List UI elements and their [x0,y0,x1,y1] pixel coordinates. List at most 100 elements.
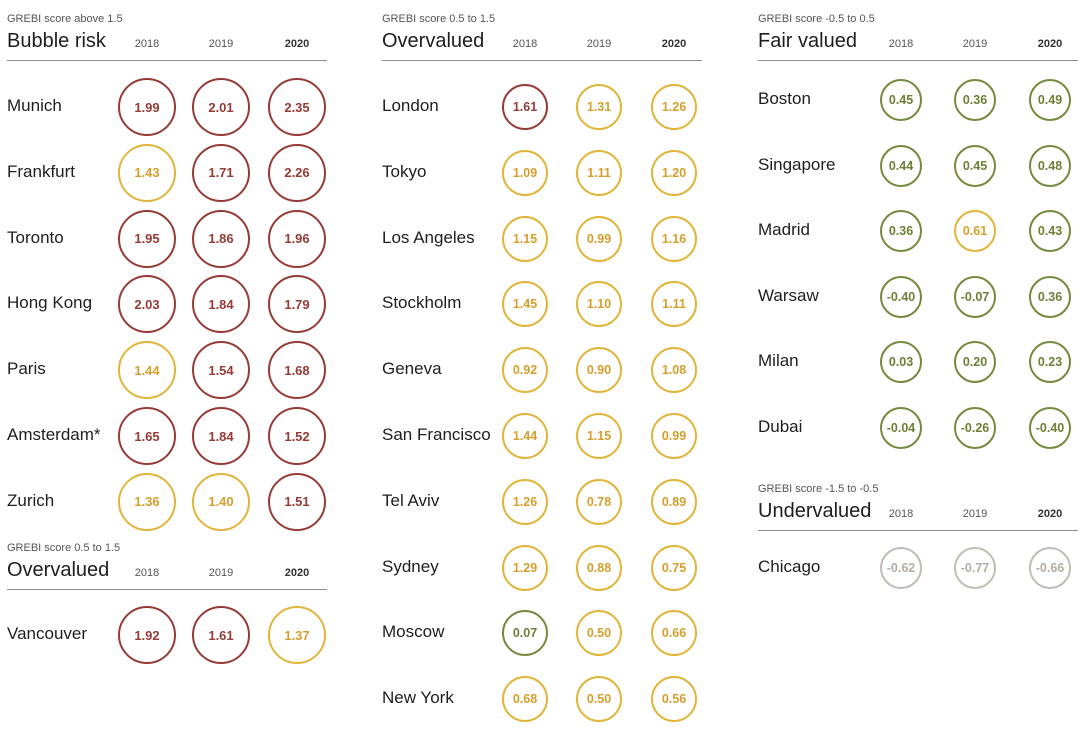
city-name: Vancouver [7,624,88,643]
score-range-label: GREBI score 0.5 to 1.5 [7,542,121,554]
score-bubble-2018: 0.68 [502,676,548,723]
score-bubble-2020: 1.51 [268,472,326,531]
score-bubble-2020: 0.99 [651,413,697,459]
year-header-2019: 2019 [208,567,234,579]
section-header: GREBI score above 1.5 Bubble risk 2018 2019… [7,0,327,62]
score-bubble-2020: 0.56 [651,676,697,723]
city-name: Toronto [7,227,64,247]
score-bubble-2020: 2.35 [268,78,326,136]
score-bubble-2020: 0.66 [651,610,697,657]
score-bubble-2019: 0.90 [576,347,622,394]
score-bubble-2018: 1.15 [502,215,548,262]
score-bubble-2018: 0.07 [502,610,548,657]
score-bubble-2019: 1.71 [192,143,250,202]
score-bubble-2018: 0.45 [880,79,922,121]
header-divider [382,60,702,61]
score-bubble-2018: 0.44 [880,144,922,187]
score-bubble-2020: 0.36 [1029,275,1071,318]
section-title: Overvalued [7,559,110,581]
section-header: GREBI score 0.5 to 1.5 Overvalued 2018 2019… [382,0,702,62]
year-header-2019: 2019 [962,38,988,50]
city-name: Frankfurt [7,161,76,181]
score-range-label: GREBI score 0.5 to 1.5 [382,13,496,25]
header-divider [7,60,327,61]
year-header-2020: 2020 [284,567,310,579]
year-header-2018: 2018 [134,567,160,579]
score-bubble-2020: 1.79 [268,275,326,334]
score-bubble-2020: -0.66 [1029,547,1071,589]
score-bubble-2018: 1.26 [502,478,548,525]
header-divider [7,589,327,590]
section-fair-valued: GREBI score -0.5 to 0.5 Fair valued 2018 20… [758,0,1078,449]
score-bubble-2019: 0.20 [954,341,996,384]
city-name: Madrid [758,220,810,240]
score-bubble-2018: 1.65 [118,407,176,465]
score-bubble-2018: 1.44 [502,413,548,459]
score-bubble-2018: -0.40 [880,275,922,318]
score-bubble-2019: -0.07 [954,275,996,318]
city-name: Hong Kong [7,293,93,313]
score-bubble-2020: 0.43 [1029,210,1071,253]
city-name: Boston [758,89,811,108]
year-header-2020: 2020 [661,38,687,50]
section-title: Undervalued [758,500,872,522]
score-bubble-2019: 1.54 [192,341,250,400]
city-name: Dubai [758,417,803,436]
year-header-2018: 2018 [888,508,914,520]
score-bubble-2020: 0.23 [1029,341,1071,384]
score-bubble-2020: 1.08 [651,347,697,394]
year-header-2019: 2019 [962,508,988,520]
score-bubble-2019: 1.61 [192,606,250,664]
score-bubble-2018: 1.09 [502,149,548,196]
city-name: Moscow [382,622,445,642]
city-name: Munich [7,96,62,115]
year-header-2020: 2020 [1037,508,1063,520]
score-bubble-2020: 1.11 [651,281,697,328]
score-bubble-2019: 1.86 [192,209,250,268]
score-bubble-2020: 0.49 [1029,79,1071,121]
city-name: Tel Aviv [382,490,440,510]
score-bubble-2018: 0.92 [502,347,548,394]
header-divider [758,60,1078,61]
city-name: Chicago [758,557,821,576]
score-bubble-2020: 0.75 [651,544,697,591]
year-header-2020: 2020 [1037,38,1063,50]
score-bubble-2020: 2.26 [268,143,326,202]
score-bubble-2019: 1.40 [192,472,250,531]
score-bubble-2019: 1.84 [192,275,250,334]
city-name: Milan [758,351,799,371]
score-bubble-2018: 0.03 [880,341,922,384]
score-bubble-2020: 1.52 [268,407,326,465]
score-bubble-2018: 1.95 [118,209,176,268]
score-bubble-2019: 2.01 [192,78,250,136]
city-name: San Francisco [382,425,491,444]
score-range-label: GREBI score above 1.5 [7,13,123,25]
score-bubble-2018: 1.92 [118,606,176,664]
year-header-2019: 2019 [208,38,234,50]
score-bubble-2018: 1.61 [502,84,548,130]
score-bubble-2018: 1.44 [118,341,176,400]
score-bubble-2020: 1.37 [268,606,326,664]
score-bubble-2019: 0.45 [954,144,996,187]
score-bubble-2018: 1.29 [502,544,548,591]
score-bubble-2020: 1.20 [651,149,697,196]
section-header: GREBI score -1.5 to -0.5 Undervalued 2018 2… [758,470,1078,532]
city-name: Paris [7,359,46,379]
score-bubble-2020: 0.48 [1029,144,1071,187]
city-name: Amsterdam* [7,425,101,444]
section-overvalued-vancouver: GREBI score 0.5 to 1.5 Overvalued 2018 2019… [7,529,327,664]
city-name: Stockholm [382,293,462,313]
year-header-2018: 2018 [134,38,160,50]
year-header-2018: 2018 [888,38,914,50]
score-bubble-2020: 1.26 [651,84,697,130]
year-header-2020: 2020 [284,38,310,50]
score-bubble-2019: -0.77 [954,547,996,589]
city-name: Geneva [382,359,442,379]
score-bubble-2019: -0.26 [954,407,996,449]
score-range-label: GREBI score -0.5 to 0.5 [758,13,875,25]
score-bubble-2019: 0.61 [954,210,996,253]
score-bubble-2018: -0.62 [880,547,922,589]
score-bubble-2020: 1.16 [651,215,697,262]
city-name: Tokyo [382,161,427,181]
section-header: GREBI score -0.5 to 0.5 Fair valued 2018 20… [758,0,1078,62]
